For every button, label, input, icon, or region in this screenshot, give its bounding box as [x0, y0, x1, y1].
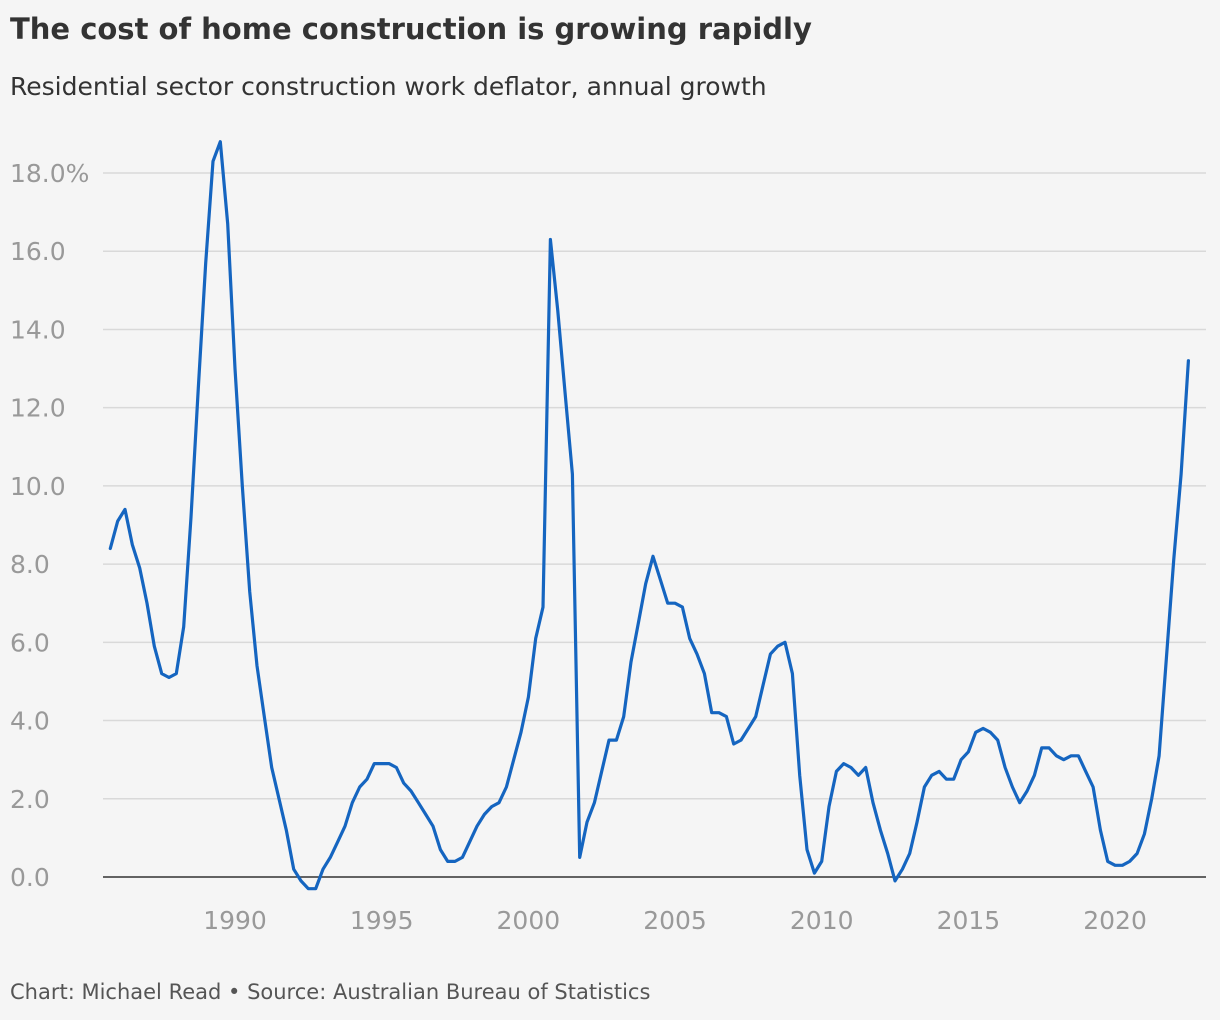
x-tick-label: 2005	[643, 906, 707, 935]
x-tick-label: 2000	[497, 906, 561, 935]
x-tick-label: 2015	[937, 906, 1001, 935]
y-tick-label: 8.0	[10, 550, 50, 579]
line-chart: 0.0 2.0 4.0 6.0 8.0 10.0 12.0 14.0 16.0 18.0% 199…	[10, 140, 1206, 935]
x-axis-ticks: 1990 1995 2000 2005 2010 2015 2020	[203, 906, 1147, 935]
chart-subtitle: Residential sector construction work def…	[10, 72, 767, 101]
chart-source-credit: Chart: Michael Read • Source: Australian…	[10, 980, 651, 1004]
y-tick-label: 14.0	[10, 315, 66, 344]
x-tick-label: 2020	[1083, 906, 1147, 935]
y-axis-ticks: 0.0 2.0 4.0 6.0 8.0 10.0 12.0 14.0 16.0 18.0%	[10, 159, 89, 892]
x-tick-label: 1995	[350, 906, 414, 935]
series-line	[108, 140, 1191, 891]
y-tick-label: 10.0	[10, 472, 66, 501]
y-tick-label: 16.0	[10, 237, 66, 266]
y-tick-label: 18.0%	[10, 159, 89, 188]
series-layer	[108, 140, 1191, 891]
x-tick-label: 1990	[203, 906, 267, 935]
gridlines	[103, 172, 1206, 878]
y-tick-label: 0.0	[10, 863, 50, 892]
y-tick-label: 4.0	[10, 707, 50, 736]
chart-title: The cost of home construction is growing…	[10, 12, 812, 46]
y-tick-label: 12.0	[10, 394, 66, 423]
y-tick-label: 6.0	[10, 628, 50, 657]
y-tick-label: 2.0	[10, 785, 50, 814]
x-tick-label: 2010	[790, 906, 854, 935]
